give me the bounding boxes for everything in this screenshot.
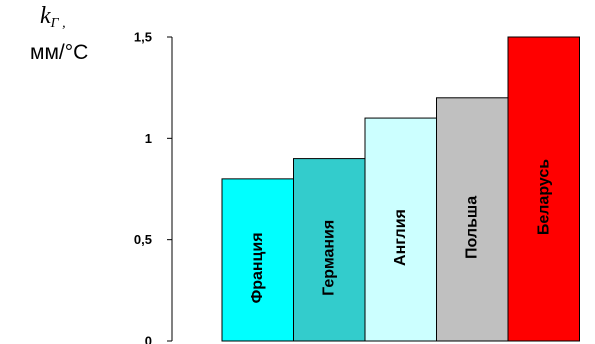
bar-3 [364, 117, 437, 342]
y-axis-subscript: Г , [50, 16, 66, 31]
y-axis-unit: мм/°С [30, 41, 89, 64]
y-tick-label-4: 1,5 [134, 30, 152, 45]
bar-label-1: Франция [249, 232, 266, 303]
bar-label-4: Польша [464, 196, 481, 259]
bar-label-5: Беларусь [535, 159, 552, 235]
bar-4 [436, 97, 509, 342]
bar-5 [507, 36, 580, 342]
bar-label-3: Англия [392, 209, 409, 266]
y-tick-label-1: 0 [145, 334, 152, 344]
bar-label-2: Германия [321, 220, 338, 296]
bar-1 [221, 178, 294, 342]
bar-2 [293, 158, 366, 342]
y-tick-label-3: 1 [145, 131, 152, 146]
y-axis-symbol: kГ , [40, 3, 66, 31]
y-tick-label-2: 0,5 [134, 232, 152, 247]
